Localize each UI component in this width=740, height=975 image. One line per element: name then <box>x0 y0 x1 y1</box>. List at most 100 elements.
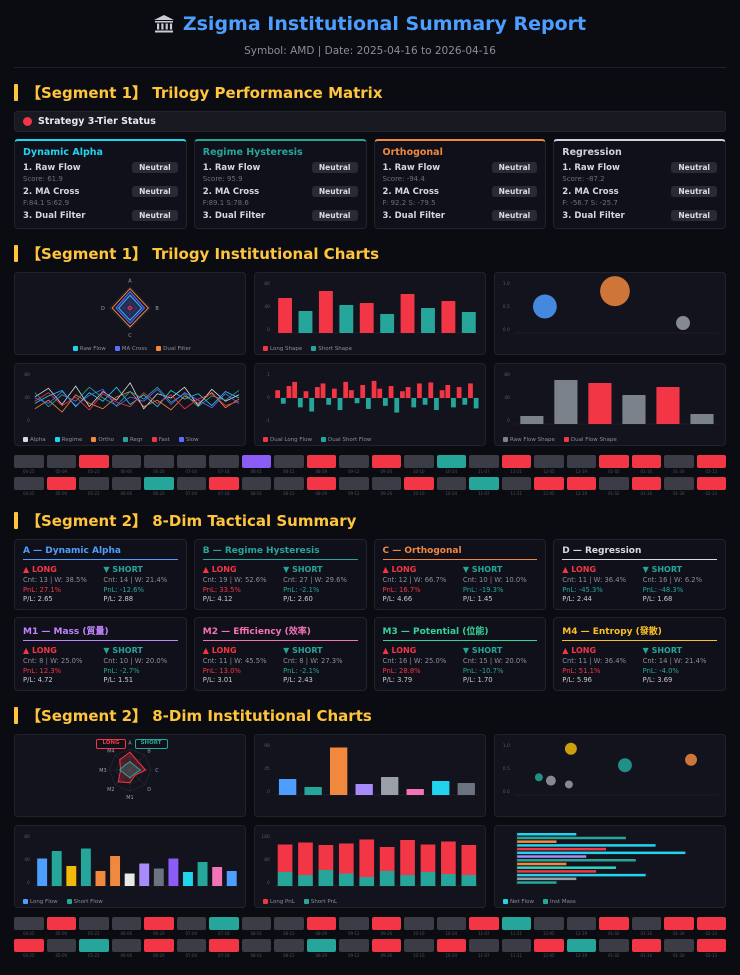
heat-cell <box>566 477 596 490</box>
heat-cell <box>274 455 304 468</box>
svg-text:1.0: 1.0 <box>503 281 510 287</box>
heat-label: 11-21 <box>510 491 523 496</box>
heat-cell <box>14 455 44 468</box>
svg-text:40: 40 <box>264 304 270 310</box>
dim-short-header: ▼ SHORT <box>103 646 143 655</box>
heat-label: 01-02 <box>607 931 620 936</box>
dim-long-header: ▲ LONG <box>23 646 57 655</box>
page-title: Zsigma Institutional Summary Report <box>182 13 587 35</box>
dim-pnl-value: PnL: -2.1% <box>283 666 320 675</box>
dim-count-value: Cnt: 27 | W: 29.6% <box>283 576 347 584</box>
tier-row-label: 1. Raw Flow <box>562 162 620 173</box>
heat-cell <box>664 477 694 490</box>
tier-row: 2. MA Cross Neutral <box>383 186 538 197</box>
heat-cell <box>46 939 76 952</box>
svg-text:C: C <box>128 333 132 338</box>
heat-label: 12-19 <box>575 491 588 496</box>
chart-canvas-trilogy-radar: A B C D <box>19 276 241 338</box>
svg-text:-1: -1 <box>265 418 270 424</box>
heat-cell <box>209 455 239 468</box>
heat-label: 08-01 <box>250 931 263 936</box>
tier-row-label: 3. Dual Filter <box>562 210 625 221</box>
heat-label: 12-05 <box>542 469 555 474</box>
dim-card-title: C — Orthogonal <box>382 546 538 560</box>
heat-label: 12-05 <box>542 931 555 936</box>
dim-card-columns: ▲ LONG Cnt: 8 | W: 25.0% PnL: 12.3% P/L: 4.… <box>23 646 178 684</box>
heat-cell <box>534 455 564 468</box>
heat-label: 09-26 <box>380 953 393 958</box>
heat-label: 04-25 <box>22 469 35 474</box>
heat-label: 12-05 <box>542 491 555 496</box>
s2-chart-grid: A B C D M1 M2 M3 M4 LONG SHORT 90 45 0 1.0 0.5 0.0 80 40 0… <box>14 734 726 908</box>
svg-text:0: 0 <box>27 418 30 424</box>
tier-row-label: 2. MA Cross <box>562 186 619 197</box>
tier-row-note: Score: 61.9 <box>23 175 63 183</box>
dim-card-grid: A — Dynamic Alpha ▲ LONG Cnt: 13 | W: 38.5… <box>14 539 726 691</box>
heat-cell <box>371 455 401 468</box>
heat-cell <box>111 455 141 468</box>
tier-row-label: 1. Raw Flow <box>202 162 261 173</box>
heat-cell <box>371 917 401 930</box>
dim-pl-value: P/L: 4.72 <box>23 676 53 684</box>
heat-label: 05-23 <box>87 469 100 474</box>
heat-label: 02-13 <box>705 491 718 496</box>
heat-label-row: 04-25 05-09 05-23 06-06 06-20 07-04 07-18 08-01… <box>14 469 726 474</box>
heat-label: 10-24 <box>445 469 458 474</box>
dim-long-column: ▲ LONG Cnt: 16 | W: 25.0% PnL: 28.8% P/L: 3… <box>383 646 457 684</box>
dim-pnl-value: PnL: 12.3% <box>23 666 62 675</box>
heat-cell <box>46 455 76 468</box>
chart-canvas-dim-radar: A B C D M1 M2 M3 M4 <box>19 738 241 800</box>
strategy-status-bar: Strategy 3-Tier Status <box>14 111 726 132</box>
svg-text:0.0: 0.0 <box>503 789 510 795</box>
tier-row-note: F:84.1 S:62.9 <box>23 199 70 207</box>
svg-text:B: B <box>155 306 159 312</box>
svg-text:M4: M4 <box>107 748 114 754</box>
heat-label: 07-18 <box>217 469 230 474</box>
legend-swatch <box>503 898 508 904</box>
heat-label: 07-18 <box>217 931 230 936</box>
heat-cell <box>566 917 596 930</box>
heat-label: 10-24 <box>445 953 458 958</box>
heat-row <box>14 917 726 930</box>
heat-label: 01-30 <box>672 491 685 496</box>
section-accent-bar <box>14 707 18 724</box>
dim-card: M1 — Mass (質量) ▲ LONG Cnt: 8 | W: 25.0% PnL… <box>14 617 187 691</box>
legend-swatch <box>23 898 28 904</box>
dim-pl-value: P/L: 5.96 <box>562 676 593 684</box>
heat-strip-2: 04-25 05-09 05-23 06-06 06-20 07-04 07-18 08-01… <box>14 917 726 958</box>
heat-label-row: 04-25 05-09 05-23 06-06 06-20 07-04 07-18 08-01… <box>14 491 726 496</box>
heat-label: 06-20 <box>152 491 165 496</box>
chart-legend: Long Flow Short Flow <box>23 898 241 906</box>
dim-short-header: ▼ SHORT <box>642 565 683 574</box>
dim-short-column: ▼ SHORT Cnt: 27 | W: 29.6% PnL: -2.1% P/L: … <box>283 565 357 603</box>
chart-canvas-long-short-shape: 80 40 0 <box>259 276 481 338</box>
svg-text:80: 80 <box>24 372 30 378</box>
tier-row-note: Score: -94.4 <box>382 175 425 183</box>
heat-label: 04-25 <box>22 491 35 496</box>
legend-swatch <box>151 436 157 442</box>
dim-pl-value: P/L: 3.79 <box>382 676 413 684</box>
chart-panel-dim-hbars: Net Flow Inst Mass <box>494 825 726 908</box>
heat-cell <box>274 917 304 930</box>
heat-label: 01-02 <box>607 953 620 958</box>
heat-cell <box>501 477 531 490</box>
svg-text:B: B <box>147 748 151 754</box>
heat-label: 07-18 <box>217 491 230 496</box>
legend-pill: LONG <box>96 739 126 749</box>
tier-row: 2. MA Cross Neutral <box>562 186 717 197</box>
dim-short-header: ▼ SHORT <box>103 565 143 574</box>
heat-label: 12-19 <box>575 953 588 958</box>
dim-count-value: Cnt: 11 | W: 36.4% <box>562 657 627 665</box>
legend-item: Slow <box>178 436 199 444</box>
heat-label: 07-04 <box>185 931 198 936</box>
heat-cell <box>176 477 206 490</box>
heat-label-row: 04-25 05-09 05-23 06-06 06-20 07-04 07-18 08-01… <box>14 953 726 958</box>
section-header-s2-charts: 【Segment 2】 8-Dim Institutional Charts <box>14 705 726 726</box>
tier-row-label: 3. Dual Filter <box>382 210 445 221</box>
heat-cell <box>534 939 564 952</box>
heat-label: 11-21 <box>510 931 523 936</box>
heat-cell <box>209 917 239 930</box>
tier-row-label: 1. Raw Flow <box>23 162 81 173</box>
heat-cell <box>144 477 174 490</box>
svg-text:0.5: 0.5 <box>503 766 510 772</box>
